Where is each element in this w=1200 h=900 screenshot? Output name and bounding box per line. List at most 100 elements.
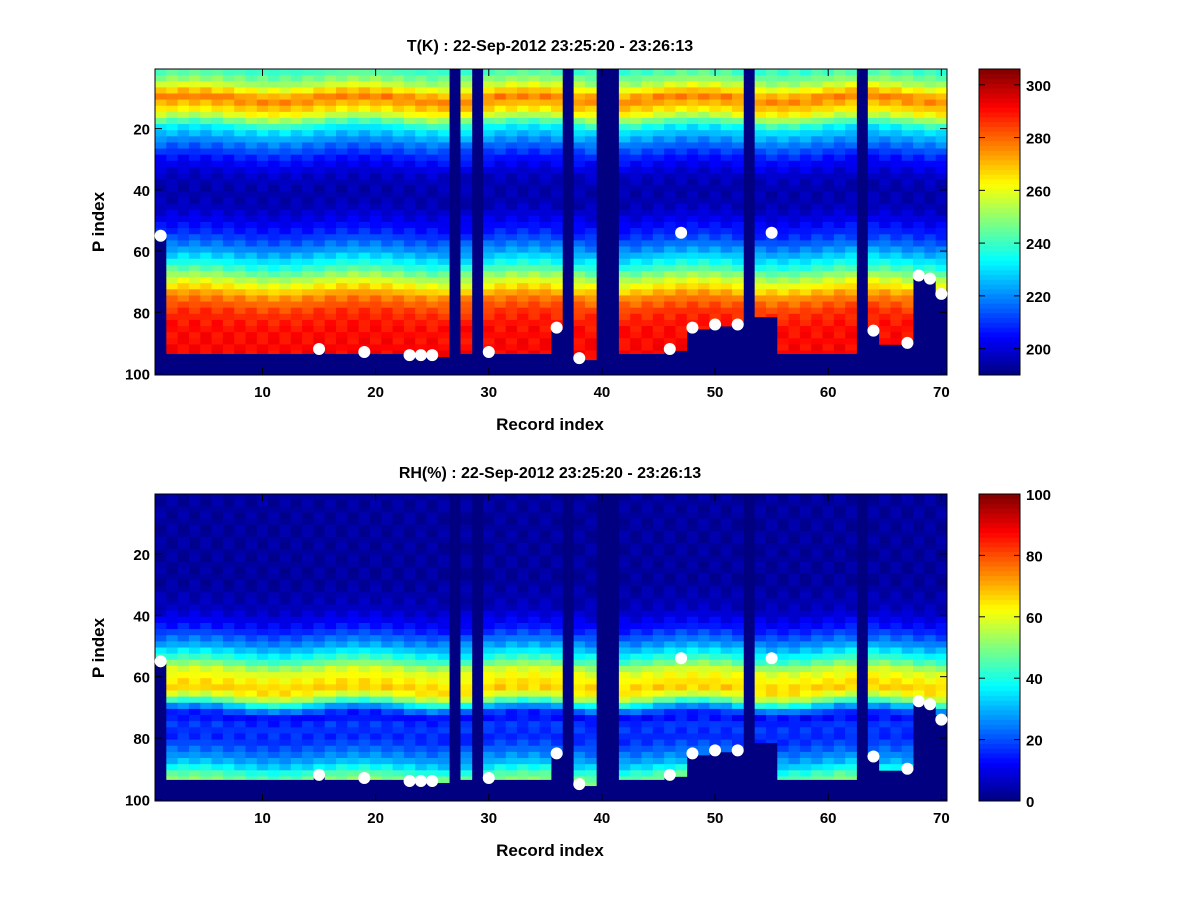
temperature-cell <box>381 252 393 260</box>
temperature-cell <box>720 215 733 223</box>
temperature-cell <box>698 124 710 131</box>
temperature-cell <box>754 93 767 100</box>
humidity-cell <box>675 592 688 599</box>
temperature-cell <box>483 240 495 247</box>
temperature-cell <box>392 350 405 354</box>
humidity-cell <box>347 684 360 691</box>
temperature-cell <box>879 338 891 345</box>
humidity-cell <box>460 536 473 544</box>
temperature-cell <box>211 69 224 76</box>
humidity-cell <box>302 598 314 605</box>
humidity-cell <box>573 616 586 624</box>
temperature-cell <box>483 264 495 272</box>
temperature-cell <box>460 344 473 351</box>
temperature-cell <box>641 252 654 260</box>
temperature-cell <box>584 69 597 76</box>
temperature-cell <box>777 154 789 162</box>
humidity-cell <box>381 665 393 673</box>
temperature-cell <box>675 142 688 149</box>
humidity-cell <box>675 733 688 740</box>
humidity-cell <box>415 512 427 519</box>
temperature-cell <box>200 173 212 180</box>
temperature-cell <box>788 344 801 351</box>
temperature-cell <box>686 111 699 119</box>
humidity-cell <box>222 555 235 562</box>
humidity-cell <box>188 751 201 759</box>
temperature-cell <box>290 264 303 272</box>
humidity-cell <box>460 684 473 691</box>
temperature-cell <box>268 197 280 205</box>
humidity-cell <box>166 672 179 679</box>
humidity-cell <box>517 524 529 532</box>
temperature-cell <box>924 154 937 162</box>
temperature-cell <box>177 222 190 229</box>
temperature-y-tick-label: 20 <box>133 122 150 139</box>
humidity-cell <box>166 751 179 759</box>
temperature-cell <box>268 252 280 260</box>
humidity-cell <box>517 678 529 685</box>
temperature-cell <box>403 191 416 198</box>
humidity-cell <box>177 715 190 722</box>
temperature-cell <box>347 142 360 149</box>
humidity-cell <box>222 494 235 501</box>
temperature-cell <box>437 307 450 315</box>
temperature-cell <box>200 179 212 186</box>
humidity-cell <box>245 604 258 612</box>
temperature-cell <box>437 319 450 327</box>
temperature-cell <box>528 75 541 82</box>
temperature-cell <box>211 209 224 217</box>
temperature-cell <box>833 93 846 100</box>
humidity-cell <box>573 745 586 753</box>
temperature-cell <box>211 338 224 345</box>
humidity-cell <box>664 727 676 734</box>
humidity-cell <box>573 549 586 556</box>
temperature-cell <box>268 289 280 296</box>
humidity-cell <box>211 659 224 667</box>
temperature-cell <box>675 191 688 198</box>
temperature-cell <box>256 111 269 119</box>
humidity-cell <box>403 506 416 513</box>
temperature-cell <box>539 179 552 186</box>
temperature-cell <box>811 105 823 113</box>
humidity-cell <box>641 506 654 513</box>
temperature-cell <box>709 283 722 290</box>
humidity-cell <box>268 579 280 587</box>
humidity-cell <box>584 727 597 734</box>
temperature-cell <box>324 319 337 327</box>
humidity-cell <box>302 629 314 636</box>
temperature-colorbar-segment <box>979 260 1020 266</box>
temperature-cell <box>392 283 405 290</box>
humidity-cell <box>369 592 382 599</box>
temperature-cell <box>652 295 665 302</box>
temperature-cell <box>551 307 563 315</box>
temperature-cell <box>290 295 303 302</box>
temperature-cell <box>811 173 823 180</box>
temperature-cell <box>618 319 631 327</box>
humidity-cell <box>234 622 246 630</box>
humidity-cell <box>426 549 439 556</box>
humidity-cell <box>505 549 518 556</box>
humidity-cell <box>505 635 518 642</box>
temperature-cell <box>290 246 303 253</box>
temperature-cell <box>483 313 495 321</box>
temperature-cell <box>754 154 767 162</box>
temperature-cell <box>166 295 179 302</box>
temperature-cell <box>313 338 326 345</box>
humidity-cell <box>539 659 552 667</box>
temperature-cell <box>720 173 733 180</box>
temperature-cell <box>822 215 835 223</box>
humidity-cell <box>403 647 416 655</box>
temperature-cell <box>505 326 518 333</box>
humidity-cell <box>358 500 371 507</box>
temperature-cell <box>200 191 212 198</box>
temperature-cell <box>324 185 337 192</box>
temperature-cell <box>652 75 665 82</box>
temperature-cell <box>924 142 937 149</box>
humidity-cell <box>268 647 280 655</box>
temperature-cell <box>381 307 393 315</box>
humidity-cell <box>222 635 235 642</box>
temperature-cell <box>890 93 903 100</box>
humidity-cell <box>652 561 665 569</box>
temperature-colorbar-segment <box>979 193 1020 199</box>
humidity-cell <box>245 641 258 648</box>
